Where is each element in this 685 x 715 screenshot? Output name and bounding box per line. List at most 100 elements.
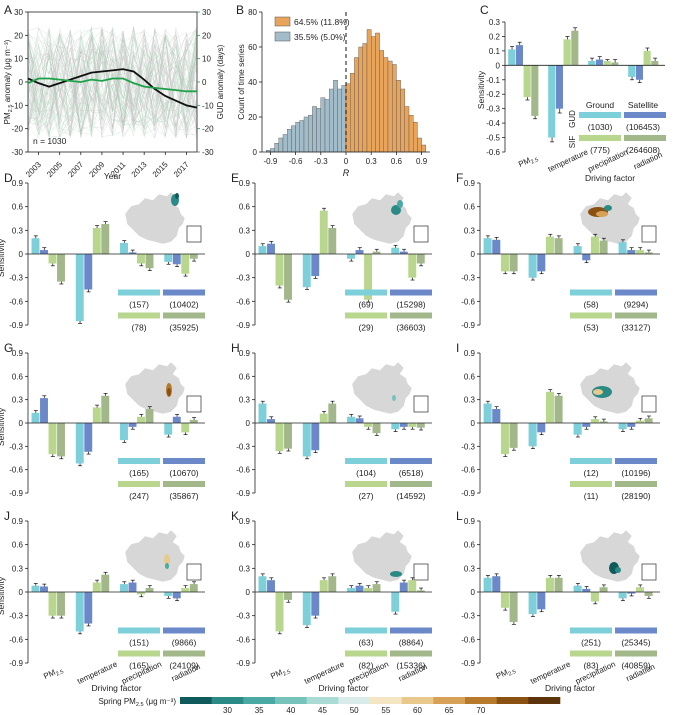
legend-ground-swatch [345, 289, 387, 296]
y-axis-title: Sensitivity [0, 238, 6, 277]
satellite-count: (8864) [399, 638, 424, 648]
y-tick-label: 0 [19, 78, 24, 87]
ground-count: (69) [358, 300, 373, 310]
sensitivity-bar [492, 239, 501, 254]
sensitivity-bar [483, 577, 492, 592]
panel-label-J: J [4, 509, 10, 523]
satellite-count: (10670) [169, 468, 198, 478]
y-tick-label: -0.6 [9, 466, 23, 475]
category-label: PM2.5 [495, 664, 518, 682]
sif-count: (28190) [621, 491, 650, 501]
y-right-tick-label: 30 [202, 8, 211, 17]
south-china-sea-inset [641, 563, 657, 581]
y-axis-title: Sensitivity [476, 70, 486, 109]
sensitivity-bar [391, 423, 400, 430]
legend-gud-swatch [570, 312, 612, 319]
background-series-line [27, 34, 198, 137]
panel-i: 0.9 0.6 0.3 0 -0.3 -0.6 -0.9 (12) (10196) (11) (28… [461, 349, 660, 501]
china-outline [124, 191, 186, 245]
pm25-region-patch [164, 554, 170, 566]
x-tick-label: 2007 [66, 160, 85, 179]
sensitivity-bar [284, 592, 292, 600]
sensitivity-bar [635, 420, 644, 423]
china-map [351, 191, 429, 245]
sensitivity-bar [537, 254, 546, 272]
sensitivity-bar [599, 421, 608, 423]
sensitivity-bar [635, 250, 644, 254]
panel-label-K: K [231, 509, 239, 523]
panel-label-A: A [4, 3, 12, 17]
x-axis-title: Year [104, 171, 121, 181]
y-tick-label: -0.6 [486, 148, 500, 157]
histogram-bar-negative [308, 115, 313, 153]
y-tick-label: 0.6 [464, 541, 476, 550]
y-tick-label: 0 [246, 588, 251, 597]
sensitivity-bar [399, 423, 408, 427]
china-outline [351, 529, 413, 583]
colorbar-segment [275, 697, 307, 704]
legend-ground-label: Ground [586, 100, 615, 110]
gud-count: (165) [129, 661, 149, 671]
sensitivity-bar [145, 588, 154, 592]
sensitivity-bar [302, 254, 311, 288]
sensitivity-bar [275, 254, 284, 286]
x-axis-title: Driving factor [585, 173, 635, 183]
y-tick-label: 0.9 [464, 349, 476, 358]
sensitivity-bar [92, 582, 101, 592]
legend-swatch-negative [274, 31, 291, 42]
sensitivity-bar [582, 254, 591, 261]
sensitivity-bar [311, 423, 320, 451]
legend-ground-swatch [570, 458, 612, 464]
gud-count: (53) [583, 323, 598, 333]
y-tick-label: -0.9 [236, 321, 250, 330]
south-china-sea-inset [641, 225, 657, 243]
legend-satellite-swatch [615, 627, 657, 634]
panel-label-L: L [456, 509, 463, 523]
sensitivity-bar [515, 45, 523, 66]
sensitivity-bar [643, 50, 651, 66]
histogram-bar-positive [362, 43, 368, 153]
y-tick-label: -0.9 [236, 659, 250, 668]
ground-count: (251) [581, 638, 601, 648]
sensitivity-bar [120, 423, 128, 441]
sensitivity-bar [164, 592, 173, 596]
sensitivity-bar [31, 412, 40, 423]
pm25-mean-line [27, 68, 198, 109]
sensitivity-bar [545, 236, 554, 254]
panel-b: 0 20 40 60 80 -0.9 -0.6 -0.3 0 0.3 0.6 0.9 R Count of… [236, 8, 430, 178]
sensitivity-bar [92, 227, 101, 254]
y-tick-label: -0.9 [461, 659, 475, 668]
panel-f: 0.9 0.6 0.3 0 -0.3 -0.6 -0.9 (58) (9294) (53) (331… [461, 179, 660, 333]
sensitivity-bar [364, 423, 372, 427]
legend-sif-swatch [390, 650, 432, 657]
sif-count: (35867) [169, 491, 198, 501]
sensitivity-bar [137, 592, 145, 595]
y-tick-label: -0.6 [236, 635, 250, 644]
y-tick-label: 0.9 [464, 517, 476, 526]
sensitivity-bar [509, 592, 518, 622]
pm25-region-patch [390, 571, 402, 577]
histogram-bar-positive [404, 106, 410, 153]
y-tick-label: 0.3 [12, 564, 24, 573]
sensitivity-bar [537, 423, 546, 433]
x-tick-label: 2005 [45, 160, 64, 179]
panel-label-H: H [231, 341, 240, 355]
histogram-bar-positive [387, 60, 393, 153]
y-tick-label: 0.6 [12, 203, 24, 212]
sensitivity-bar [618, 423, 627, 430]
sensitivity-bar [311, 592, 320, 616]
category-label: temperature [76, 659, 119, 686]
china-outline [351, 361, 413, 415]
y-tick-label: 0.9 [239, 179, 251, 188]
sensitivity-bar [416, 423, 425, 428]
y-tick-label: 0.3 [239, 396, 251, 405]
ground-count: (104) [356, 468, 376, 478]
background-series-line [27, 30, 198, 136]
legend-sif-swatch [615, 481, 657, 487]
china-map [351, 529, 429, 583]
colorbar-segment [465, 697, 497, 704]
sensitivity-bar [48, 592, 57, 616]
ground-count: (12) [583, 468, 598, 478]
sensitivity-bar [408, 423, 417, 427]
histogram-bar-positive [345, 83, 351, 153]
